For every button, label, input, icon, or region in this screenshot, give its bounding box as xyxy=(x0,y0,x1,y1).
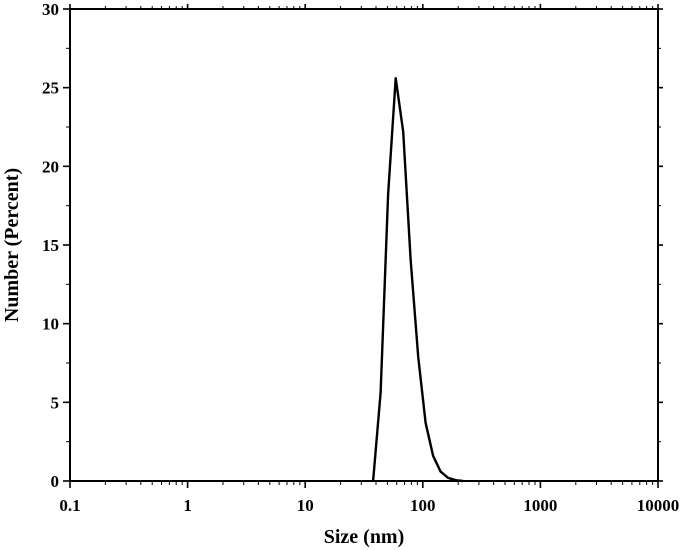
axes-frame xyxy=(69,8,659,482)
y-tick-label: 20 xyxy=(42,157,59,176)
x-tick-label: 1 xyxy=(183,496,192,515)
x-axis-label: Size (nm) xyxy=(324,526,405,548)
y-tick-label: 0 xyxy=(51,472,60,491)
y-tick-label: 10 xyxy=(42,315,59,334)
x-tick-label: 10 xyxy=(297,496,314,515)
x-tick-label: 1000 xyxy=(523,496,557,515)
y-axis-ticks: 0 5 10 15 20 25 30 xyxy=(42,0,663,491)
x-tick-label: 10000 xyxy=(637,496,680,515)
y-tick-label: 25 xyxy=(42,79,59,98)
y-tick-label: 15 xyxy=(42,236,59,255)
x-axis-ticks: 0.1 1 10 100 1000 10000 xyxy=(59,4,679,515)
x-tick-label: 100 xyxy=(410,496,436,515)
y-tick-label: 30 xyxy=(42,0,59,19)
series-layer xyxy=(371,76,464,483)
series-line xyxy=(371,76,464,483)
y-tick-label: 5 xyxy=(51,393,60,412)
x-tick-label: 0.1 xyxy=(59,496,80,515)
plot-border xyxy=(69,8,659,482)
y-axis-label: Number (Percent) xyxy=(1,168,23,322)
